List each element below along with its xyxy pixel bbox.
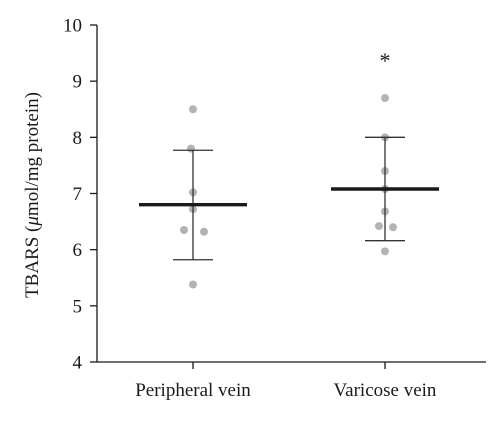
data-point xyxy=(180,226,188,235)
data-point xyxy=(381,94,389,103)
data-point xyxy=(375,222,383,231)
data-point xyxy=(189,105,197,114)
y-tick-label: 10 xyxy=(63,16,82,37)
y-tick-label: 9 xyxy=(73,72,83,93)
y-tick-label: 5 xyxy=(73,296,83,317)
data-point xyxy=(389,223,397,232)
y-tick-label: 6 xyxy=(73,240,83,261)
x-tick-label: Peripheral vein xyxy=(135,380,251,401)
data-point xyxy=(187,144,195,153)
y-tick-label: 8 xyxy=(73,128,83,149)
data-point xyxy=(189,280,197,289)
x-axis: Peripheral vein Varicose vein xyxy=(97,361,486,401)
data-point xyxy=(200,227,208,236)
x-tick-label: Varicose vein xyxy=(334,380,437,401)
y-axis: 4 5 6 7 8 9 10 xyxy=(63,16,98,374)
y-tick-label: 7 xyxy=(73,184,83,205)
y-axis-title: TBARS (μmol/mg protein) xyxy=(22,92,43,298)
significance-annotation: * xyxy=(380,48,391,73)
y-tick-label: 4 xyxy=(73,353,83,374)
data-point xyxy=(381,247,389,256)
group-1: * xyxy=(331,48,439,256)
plot-marks: * xyxy=(139,48,439,289)
group-0 xyxy=(139,105,247,289)
